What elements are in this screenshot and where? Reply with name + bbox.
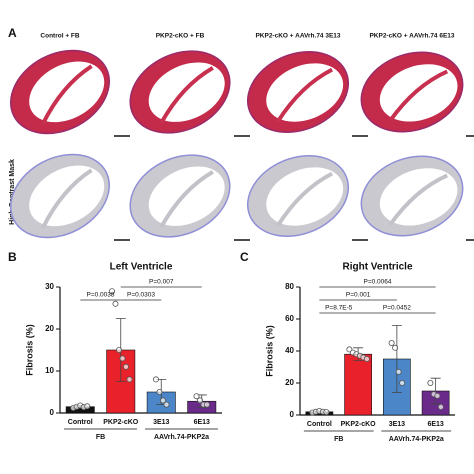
y-tick-label: 10 xyxy=(45,366,54,375)
error-bar xyxy=(430,377,441,405)
data-point xyxy=(123,363,130,370)
heart-section xyxy=(9,153,111,239)
septum xyxy=(159,170,214,228)
column-label: PKP2-cKO + FB xyxy=(156,33,205,40)
y-tick-label: 0 xyxy=(290,410,295,419)
data-point xyxy=(116,346,123,353)
group-label: FB xyxy=(96,434,105,441)
x-tick-label: 3E13 xyxy=(153,419,169,426)
heart-section xyxy=(246,50,350,134)
panel-letter: B xyxy=(8,250,17,264)
data-point xyxy=(427,379,434,386)
y-tick-label: 60 xyxy=(285,314,294,323)
x-tick-label: PKP2-cKO xyxy=(341,421,377,428)
septum xyxy=(41,64,93,125)
data-point xyxy=(112,300,119,307)
data-point xyxy=(323,409,330,416)
x-tick-label: 3E13 xyxy=(389,421,405,428)
column-label: PKP2-cKO + AAVrh.74 3E13 xyxy=(255,33,340,40)
data-point xyxy=(156,388,163,395)
group-label: AAVrh.74-PKP2a xyxy=(389,436,444,443)
data-point xyxy=(395,368,402,375)
x-tick-label: 6E13 xyxy=(194,419,210,426)
data-point xyxy=(84,403,91,410)
data-point xyxy=(109,288,116,295)
heart-section xyxy=(129,50,231,134)
data-point xyxy=(388,339,395,346)
data-point xyxy=(363,355,370,362)
comparison-label: P=0.007 xyxy=(149,279,174,286)
data-point xyxy=(126,376,133,383)
y-axis-label: Fibrosis (%) xyxy=(24,324,34,376)
comparison-label: P=0.0452 xyxy=(383,305,411,312)
x-tick-label: PKP2-cKO xyxy=(103,419,139,426)
comparison-label: P=8.7E-5 xyxy=(325,305,353,312)
heart-cavity xyxy=(148,62,225,122)
heart-cavity xyxy=(29,61,105,123)
data-point xyxy=(392,344,399,351)
bar xyxy=(344,353,372,416)
data-point xyxy=(193,393,200,400)
heart-section xyxy=(246,154,350,238)
septum xyxy=(159,66,214,124)
y-tick-label: 20 xyxy=(285,378,294,387)
data-point xyxy=(119,355,126,362)
y-axis-label: Fibrosis (%) xyxy=(264,325,274,377)
y-tick-label: 30 xyxy=(45,282,54,291)
comparison-label: P=0.0064 xyxy=(363,279,391,286)
y-tick-label: 0 xyxy=(50,408,55,417)
septum xyxy=(388,69,449,122)
comparison-label: P=0.001 xyxy=(346,292,371,299)
data-point xyxy=(163,401,170,408)
group-label: AAVrh.74-PKP2a xyxy=(154,434,209,441)
heart-section xyxy=(360,155,464,237)
panel-letter: A xyxy=(8,26,17,40)
x-tick-label: Control xyxy=(68,419,93,426)
data-point xyxy=(203,401,210,408)
panel-letter: C xyxy=(240,250,249,264)
data-point xyxy=(399,379,406,386)
y-tick-label: 40 xyxy=(285,346,294,355)
septum xyxy=(275,67,333,123)
data-point xyxy=(437,403,444,410)
data-point xyxy=(152,376,159,383)
heart-section xyxy=(9,49,111,135)
y-tick-label: 80 xyxy=(285,282,294,291)
septum xyxy=(275,171,333,227)
data-point xyxy=(196,397,203,404)
heart-section xyxy=(129,154,231,238)
comparison-label: P=0.0303 xyxy=(127,292,155,299)
group-label: FB xyxy=(334,436,343,443)
septum xyxy=(388,173,449,226)
y-tick-label: 20 xyxy=(45,324,54,333)
heart-cavity xyxy=(148,166,225,226)
heart-section xyxy=(360,51,464,133)
data-point xyxy=(434,392,441,399)
column-label: PKP2-cKO + AAVrh.74 6E13 xyxy=(369,33,454,40)
x-tick-label: Control xyxy=(307,421,332,428)
chart-title: Right Ventricle xyxy=(342,262,412,273)
row-label: High Contrast Mask xyxy=(9,159,16,225)
chart-title: Left Ventricle xyxy=(110,262,173,273)
heart-cavity xyxy=(29,165,105,227)
septum xyxy=(41,168,93,229)
column-label: Control + FB xyxy=(40,33,79,40)
comparison-label: P=0.0038 xyxy=(86,292,114,299)
error-bar xyxy=(391,325,402,393)
data-point xyxy=(159,397,166,404)
x-tick-label: 6E13 xyxy=(427,421,443,428)
